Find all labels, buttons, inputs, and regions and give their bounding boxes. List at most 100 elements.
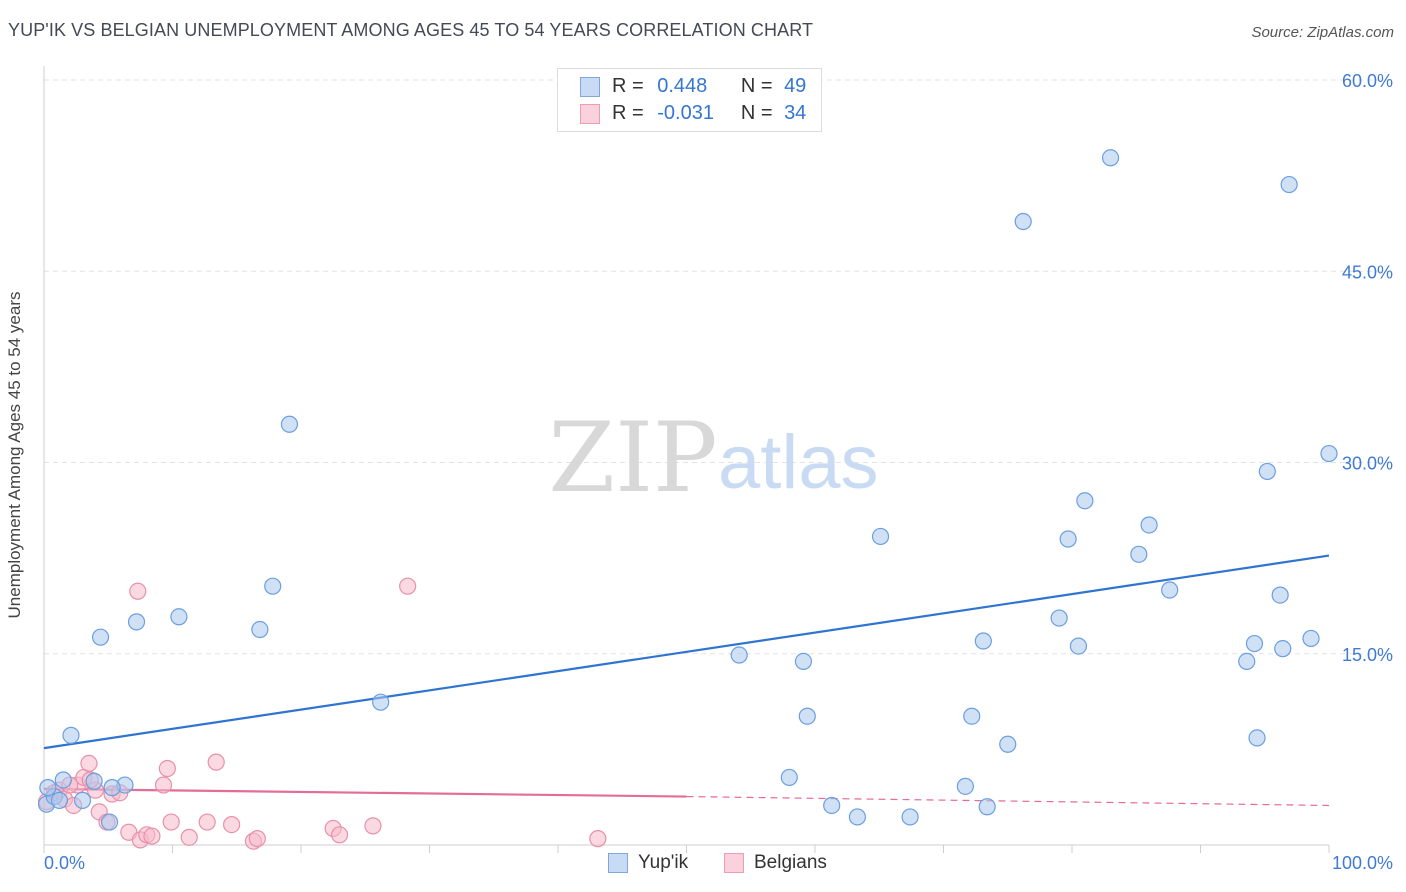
yupik-point [956, 777, 974, 795]
bottom-legend-yupik: Yup'ik [608, 852, 688, 876]
legend-row-belgians: R = -0.031 N = 34 [580, 102, 806, 126]
yupik-point [823, 796, 841, 815]
belgians-point [364, 817, 382, 835]
yupik-point [1076, 492, 1094, 510]
legend-r-label: R = [612, 75, 644, 97]
legend-row-yupik: R = 0.448 N = 49 [580, 75, 806, 99]
yupik-point [1280, 175, 1298, 194]
grid-lines [44, 79, 1394, 655]
belgians-point [180, 828, 198, 846]
belgians-trendline-extrapolated [686, 795, 1330, 807]
bottom-legend-swatch-belgians [724, 852, 744, 873]
yupik-point [73, 791, 92, 809]
yupik-point [170, 608, 188, 626]
watermark: ZIP atlas [548, 402, 878, 514]
trendlines [43, 554, 1330, 807]
correlation-legend: R = 0.448 N = 49 R = -0.031 N = 34 [557, 68, 822, 132]
yupik-point [798, 707, 816, 725]
belgians-point [154, 776, 173, 794]
yupik-point [730, 646, 748, 664]
yupik-point [1248, 729, 1266, 747]
bottom-legend-belgians: Belgians [724, 852, 827, 876]
legend-swatch-belgians [580, 103, 600, 124]
yupik-point [1238, 652, 1256, 671]
yupik-point [62, 726, 80, 744]
yupik-point [1161, 581, 1179, 599]
belgians-point [330, 826, 349, 844]
yupik-point [1274, 640, 1292, 658]
yupik-point [1059, 530, 1077, 548]
belgians-point [143, 827, 161, 845]
yupik-trendline [43, 554, 1330, 750]
source-label: Source: ZipAtlas.com [1251, 24, 1394, 41]
belgians-point [589, 830, 607, 848]
yupik-point [127, 613, 146, 631]
yupik-point [780, 768, 798, 787]
data-points [37, 149, 1338, 850]
yupik-point [999, 735, 1017, 753]
belgians-point [158, 759, 176, 778]
belgians-point [129, 582, 147, 600]
yupik-point [1069, 637, 1088, 655]
chart-title: YUP'IK VS BELGIAN UNEMPLOYMENT AMONG AGE… [8, 20, 814, 40]
watermark-atlas: atlas [718, 420, 879, 505]
y-axis-label: Unemployment Among Ages 45 to 54 years [5, 291, 24, 619]
belgians-trendline [43, 787, 687, 798]
tick-labels: 15.0% 30.0% 45.0% 60.0% 0.0% 100.0% [44, 71, 1393, 873]
yupik-point [100, 813, 119, 831]
bottom-legend-label-yupik: Yup'ik [638, 852, 689, 873]
yupik-point [1014, 212, 1032, 231]
belgians-point [207, 753, 225, 771]
yupik-point [251, 620, 269, 639]
yupik-point [794, 652, 813, 671]
yupik-point [103, 779, 121, 797]
yupik-point [91, 628, 110, 646]
y-tick-label: 45.0% [1342, 262, 1393, 282]
yupik-point [974, 632, 992, 650]
belgians-point [162, 813, 180, 831]
watermark-zip: ZIP [548, 402, 717, 514]
yupik-point [1271, 586, 1289, 604]
bottom-legend-swatch-yupik [608, 852, 628, 873]
belgians-point [248, 830, 266, 848]
yupik-point [50, 791, 69, 809]
yupik-point [848, 808, 867, 826]
yupik-point [1320, 444, 1338, 463]
belgians-point [80, 754, 98, 773]
x-tick-label: 0.0% [44, 853, 85, 873]
x-tick-label: 100.0% [1332, 853, 1393, 873]
belgians-point [399, 577, 417, 595]
legend-swatch-yupik [580, 76, 600, 97]
yupik-point [85, 772, 103, 790]
yupik-point [978, 798, 996, 816]
y-tick-label: 30.0% [1342, 454, 1393, 474]
yupik-point [1140, 516, 1158, 534]
legend-n-label: N = [740, 75, 773, 97]
yupik-point [963, 707, 981, 725]
legend-n-value: 34 [784, 102, 807, 124]
bottom-legend-label-belgians: Belgians [754, 852, 827, 873]
yupik-point [39, 779, 57, 797]
belgians-point [198, 813, 216, 831]
yupik-point [901, 808, 919, 826]
yupik-point [1101, 149, 1120, 167]
yupik-point [1245, 634, 1264, 653]
y-tick-label: 15.0% [1342, 645, 1393, 665]
y-tick-label: 60.0% [1342, 71, 1393, 91]
yupik-point [1050, 609, 1068, 627]
legend-r-label: R = [612, 102, 644, 124]
legend-r-value: 0.448 [657, 75, 708, 97]
yupik-point [1130, 545, 1148, 563]
yupik-point [54, 771, 72, 789]
yupik-point [1258, 462, 1276, 481]
belgians-point [223, 815, 241, 834]
yupik-point [1302, 629, 1320, 648]
yupik-point [280, 415, 299, 433]
yupik-point [372, 693, 390, 711]
legend-n-value: 49 [784, 75, 807, 97]
legend-n-label: N = [740, 102, 773, 124]
yupik-point [871, 527, 890, 546]
legend-r-value: -0.031 [657, 102, 714, 124]
yupik-point [264, 577, 282, 595]
